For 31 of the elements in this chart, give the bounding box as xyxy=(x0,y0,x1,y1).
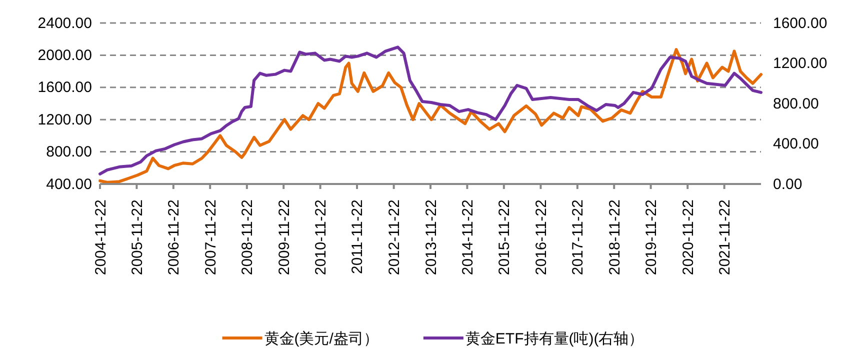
y2-tick-label: 1600.00 xyxy=(773,14,828,32)
x-tick-label: 2018-11-22 xyxy=(606,200,624,276)
y-tick-label: 800.00 xyxy=(46,144,92,161)
x-tick-label: 2015-11-22 xyxy=(496,200,514,276)
x-tick-label: 2012-11-22 xyxy=(386,200,404,276)
x-tick-label: 2010-11-22 xyxy=(312,200,330,276)
x-tick-label: 2004-11-22 xyxy=(92,200,110,276)
y-tick-label: 400.00 xyxy=(46,176,92,193)
y2-tick-label: 400.00 xyxy=(773,136,819,153)
y2-tick-label: 800.00 xyxy=(773,95,819,112)
x-tick-label: 2005-11-22 xyxy=(128,200,146,276)
x-tick-label: 2013-11-22 xyxy=(422,200,440,276)
y-tick-label: 1600.00 xyxy=(38,79,92,96)
x-tick-label: 2020-11-22 xyxy=(680,200,697,276)
y-tick-label: 2000.00 xyxy=(38,47,92,64)
y-tick-label: 1200.00 xyxy=(38,111,92,128)
x-tick-label: 2019-11-22 xyxy=(643,200,660,276)
y2-tick-label: 1200.00 xyxy=(773,55,828,72)
x-tick-label: 2014-11-22 xyxy=(459,200,476,276)
legend-label: 黄金(美元/盎司） xyxy=(264,330,378,348)
legend-label: 黄金ETF持有量(吨)(右轴） xyxy=(465,330,644,348)
x-tick-label: 2006-11-22 xyxy=(166,200,183,276)
x-tick-label: 2021-11-22 xyxy=(716,200,734,276)
x-tick-label: 2017-11-22 xyxy=(570,200,587,276)
x-tick-label: 2016-11-22 xyxy=(532,200,550,276)
y-tick-label: 2400.00 xyxy=(38,14,92,32)
y2-tick-label: 0.00 xyxy=(773,176,802,193)
x-tick-label: 2011-11-22 xyxy=(349,200,366,274)
x-tick-label: 2007-11-22 xyxy=(202,200,220,276)
x-tick-label: 2008-11-22 xyxy=(239,200,256,276)
x-tick-label: 2009-11-22 xyxy=(276,200,293,276)
